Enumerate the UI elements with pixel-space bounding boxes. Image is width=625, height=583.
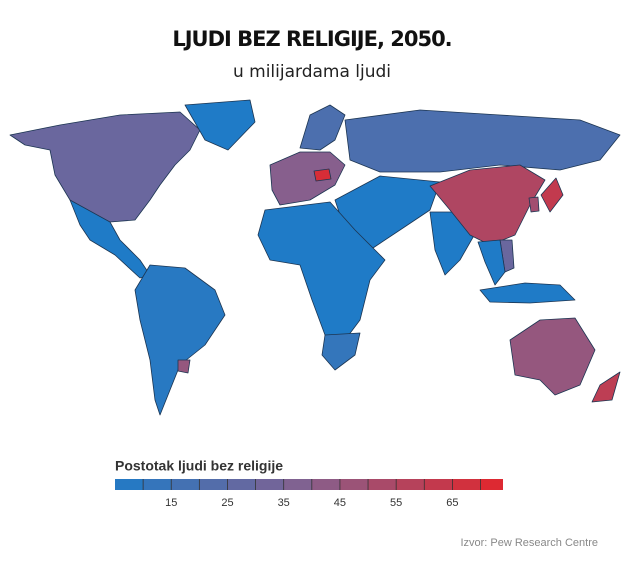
legend-swatch [255,479,284,490]
title: LJUDI BEZ RELIGIJE, 2050. [172,27,451,51]
legend-swatch [452,479,481,490]
region [479,282,576,304]
region [477,239,506,286]
region [528,196,540,213]
legend-swatch [171,479,200,490]
region [134,264,226,416]
region [344,109,621,173]
region [269,151,346,206]
region [299,104,346,151]
region [321,332,361,371]
legend-swatch [480,479,503,490]
legend-swatch [227,479,256,490]
legend: 15 25 35 45 55 65 [115,479,503,509]
region [429,164,546,246]
legend-swatch [115,479,144,490]
legend-swatch [143,479,172,490]
legend-swatch [368,479,397,490]
legend-tick-label: 15 [165,497,177,509]
legend-swatch [396,479,425,490]
legend-swatch [339,479,369,490]
region [9,111,201,223]
region [184,99,256,151]
region [509,317,596,396]
legend-tick-label: 65 [446,497,458,509]
region [540,177,564,213]
world-map [9,99,621,416]
legend-tick-label: 25 [221,497,233,509]
legend-swatch [199,479,228,490]
legend-title: Postotak ljudi bez religije [115,458,283,474]
legend-tick-label: 45 [334,497,346,509]
legend-swatch [283,479,312,490]
legend-swatch [424,479,453,490]
legend-swatch [311,479,340,490]
region [177,359,191,374]
region [591,371,621,403]
legend-tick-label: 35 [278,497,290,509]
legend-tick-label: 55 [390,497,402,509]
source: Izvor: Pew Research Centre [460,537,598,549]
region [313,168,332,182]
subtitle: u milijardama ljudi [233,62,391,82]
